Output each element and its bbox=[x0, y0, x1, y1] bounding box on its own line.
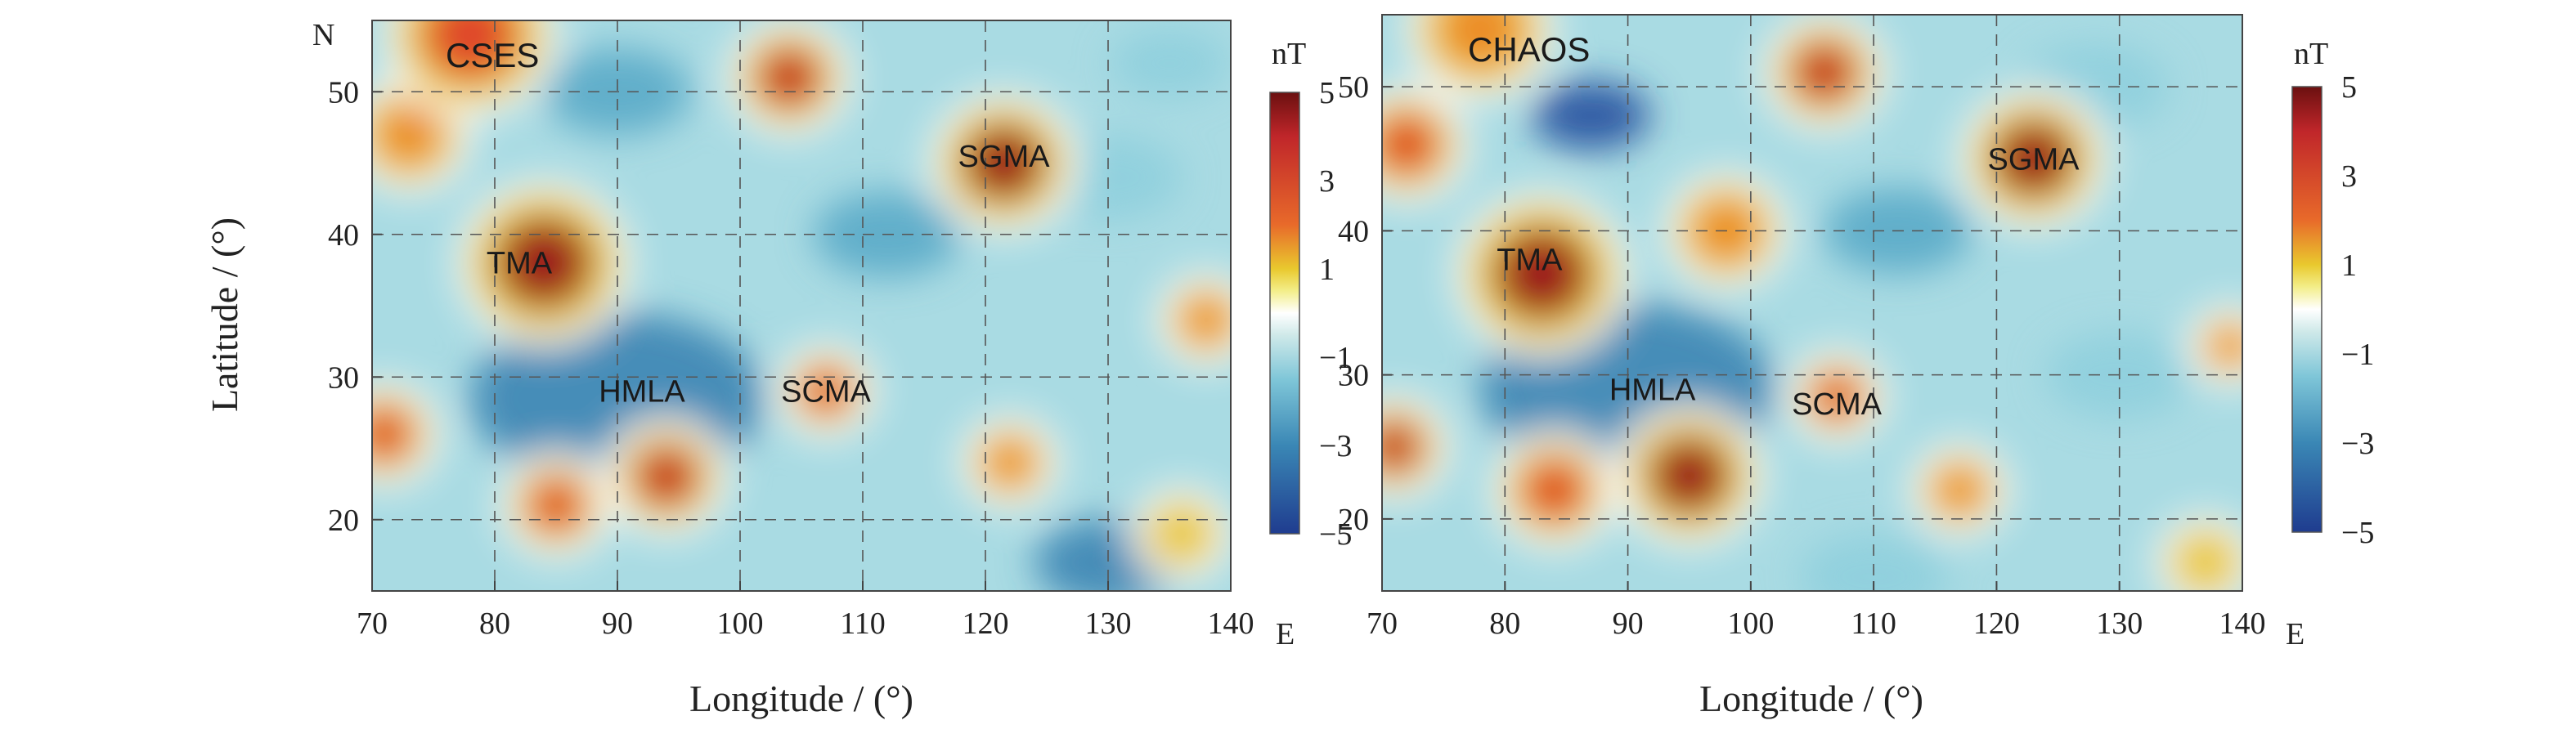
anomaly-core bbox=[527, 478, 585, 532]
anomaly-core bbox=[1812, 374, 1861, 420]
colorbar-tick-label: −3 bbox=[2341, 427, 2374, 461]
x-tick-label: 70 bbox=[357, 606, 388, 641]
anomaly-core bbox=[2181, 539, 2230, 585]
x-tick-label: 80 bbox=[479, 606, 510, 641]
region-label-hmla: HMLA bbox=[599, 375, 685, 410]
anomaly-negative bbox=[1532, 81, 1650, 150]
x-tick-label: 80 bbox=[1489, 606, 1520, 641]
colorbar-gradient bbox=[2291, 86, 2322, 533]
y-tick-label: 20 bbox=[328, 504, 359, 538]
plot-frame bbox=[1381, 14, 2243, 592]
y-tick-label: 40 bbox=[328, 218, 359, 253]
colorbar-tick-label: 3 bbox=[1319, 164, 1335, 199]
colorbar: nT 5 3 1 −1 −3 −5 bbox=[2291, 37, 2374, 550]
anomaly-core bbox=[2210, 327, 2242, 365]
anomaly-core bbox=[377, 104, 441, 165]
x-axis-title: Longitude / (°) bbox=[1699, 678, 1923, 719]
colorbar-tick-label: −3 bbox=[1319, 429, 1352, 463]
x-tick-label: 90 bbox=[1613, 606, 1644, 641]
region-label-hmla: HMLA bbox=[1609, 373, 1696, 407]
colorbar-tick-label: 1 bbox=[1319, 253, 1335, 287]
x-unit-label: E bbox=[1276, 617, 1295, 651]
anomaly-core bbox=[1649, 437, 1730, 514]
y-tick-label: 50 bbox=[328, 75, 359, 110]
anomaly-core bbox=[757, 47, 821, 108]
x-tick-label: 140 bbox=[2219, 606, 2266, 641]
x-tick-label: 110 bbox=[840, 606, 886, 641]
anomaly-negative bbox=[1799, 533, 1948, 591]
x-tick-label: 140 bbox=[1208, 606, 1254, 641]
axes: 70 80 90 100 110 120 130 140 20 30 40 50 bbox=[1338, 70, 2266, 641]
y-tick-label: 50 bbox=[1338, 70, 1369, 105]
anomaly-core bbox=[1936, 467, 1984, 513]
colorbar-tick-label: −5 bbox=[1319, 517, 1352, 552]
region-label-tma: TMA bbox=[1497, 244, 1563, 278]
anomaly-negative bbox=[1111, 29, 1228, 98]
panel-label: CHAOS bbox=[1468, 30, 1590, 69]
grid bbox=[372, 20, 1231, 591]
y-tick-label: 30 bbox=[328, 360, 359, 395]
x-tick-label: 110 bbox=[1851, 606, 1896, 641]
anomaly-core bbox=[496, 217, 592, 309]
anomaly-core bbox=[635, 446, 698, 508]
anomaly-core bbox=[963, 125, 1044, 201]
x-tick-label: 100 bbox=[1727, 606, 1774, 641]
panel-label: CSES bbox=[446, 36, 539, 74]
anomaly-core bbox=[1493, 228, 1590, 320]
colorbar-tick-label: −5 bbox=[2341, 516, 2374, 550]
plot-frame bbox=[371, 20, 1232, 592]
x-tick-label: 70 bbox=[1367, 606, 1398, 641]
anomaly-core bbox=[801, 368, 850, 414]
colorbar-tick-label: −1 bbox=[1319, 341, 1352, 375]
region-label-sgma: SGMA bbox=[958, 140, 1051, 174]
anomaly-core bbox=[372, 407, 413, 461]
anomaly-core bbox=[1382, 114, 1439, 175]
y-tick-label: 30 bbox=[1338, 359, 1369, 393]
x-tick-label: 100 bbox=[717, 606, 764, 641]
x-unit-label: E bbox=[2286, 617, 2304, 651]
y-unit-label: N bbox=[312, 18, 334, 52]
panel-chaos: 70 80 90 100 110 120 130 140 20 30 40 50 TMA SGMA SCM… bbox=[1338, 14, 2374, 719]
region-labels: TMA SGMA SCMA HMLA bbox=[1497, 142, 2080, 422]
colorbar-tick-label: 1 bbox=[2341, 248, 2357, 283]
anomaly-core bbox=[1382, 420, 1423, 474]
colorbar-tick-label: −1 bbox=[2341, 338, 2374, 372]
y-axis-title: Latitude / (°) bbox=[204, 217, 245, 412]
anomaly-core bbox=[985, 440, 1034, 486]
anomaly-core bbox=[1157, 511, 1206, 557]
y-tick-label: 40 bbox=[1338, 214, 1369, 248]
region-label-sgma: SGMA bbox=[1988, 142, 2080, 177]
region-label-scma: SCMA bbox=[1792, 387, 1882, 422]
x-tick-label: 120 bbox=[963, 606, 1009, 641]
colorbar-tick-label: 5 bbox=[2341, 70, 2357, 105]
region-label-scma: SCMA bbox=[781, 375, 871, 410]
anomaly-field bbox=[1382, 15, 2242, 591]
y-tick-label: 20 bbox=[1338, 503, 1369, 537]
axes: 70 80 90 100 110 120 130 140 20 30 40 50 bbox=[328, 75, 1254, 641]
x-tick-label: 120 bbox=[1973, 606, 2020, 641]
anomaly-core bbox=[1440, 15, 1521, 68]
x-tick-label: 130 bbox=[2096, 606, 2143, 641]
x-axis-title: Longitude / (°) bbox=[689, 678, 913, 719]
x-tick-label: 90 bbox=[602, 606, 633, 641]
colorbar-tick-label: 3 bbox=[2341, 159, 2357, 194]
grid bbox=[1382, 15, 2242, 591]
colorbar-unit: nT bbox=[2294, 37, 2328, 71]
x-tick-label: 130 bbox=[1085, 606, 1132, 641]
colorbar-tick-label: 5 bbox=[1319, 76, 1335, 110]
anomaly-core bbox=[1792, 42, 1857, 103]
anomaly-core bbox=[1522, 459, 1586, 521]
colorbar-gradient bbox=[1269, 92, 1300, 535]
region-labels: TMA SGMA SCMA HMLA bbox=[487, 140, 1050, 410]
panel-cses: 70 80 90 100 110 120 130 140 20 30 40 50 TMA SGMA SCM… bbox=[204, 18, 1352, 719]
anomaly-core bbox=[1182, 297, 1231, 343]
colorbar-unit: nT bbox=[1272, 37, 1306, 71]
anomaly-field bbox=[372, 20, 1231, 591]
region-label-tma: TMA bbox=[487, 247, 553, 281]
colorbar: nT 5 3 1 −1 −3 −5 bbox=[1269, 37, 1352, 552]
anomaly-core bbox=[1993, 120, 2074, 197]
